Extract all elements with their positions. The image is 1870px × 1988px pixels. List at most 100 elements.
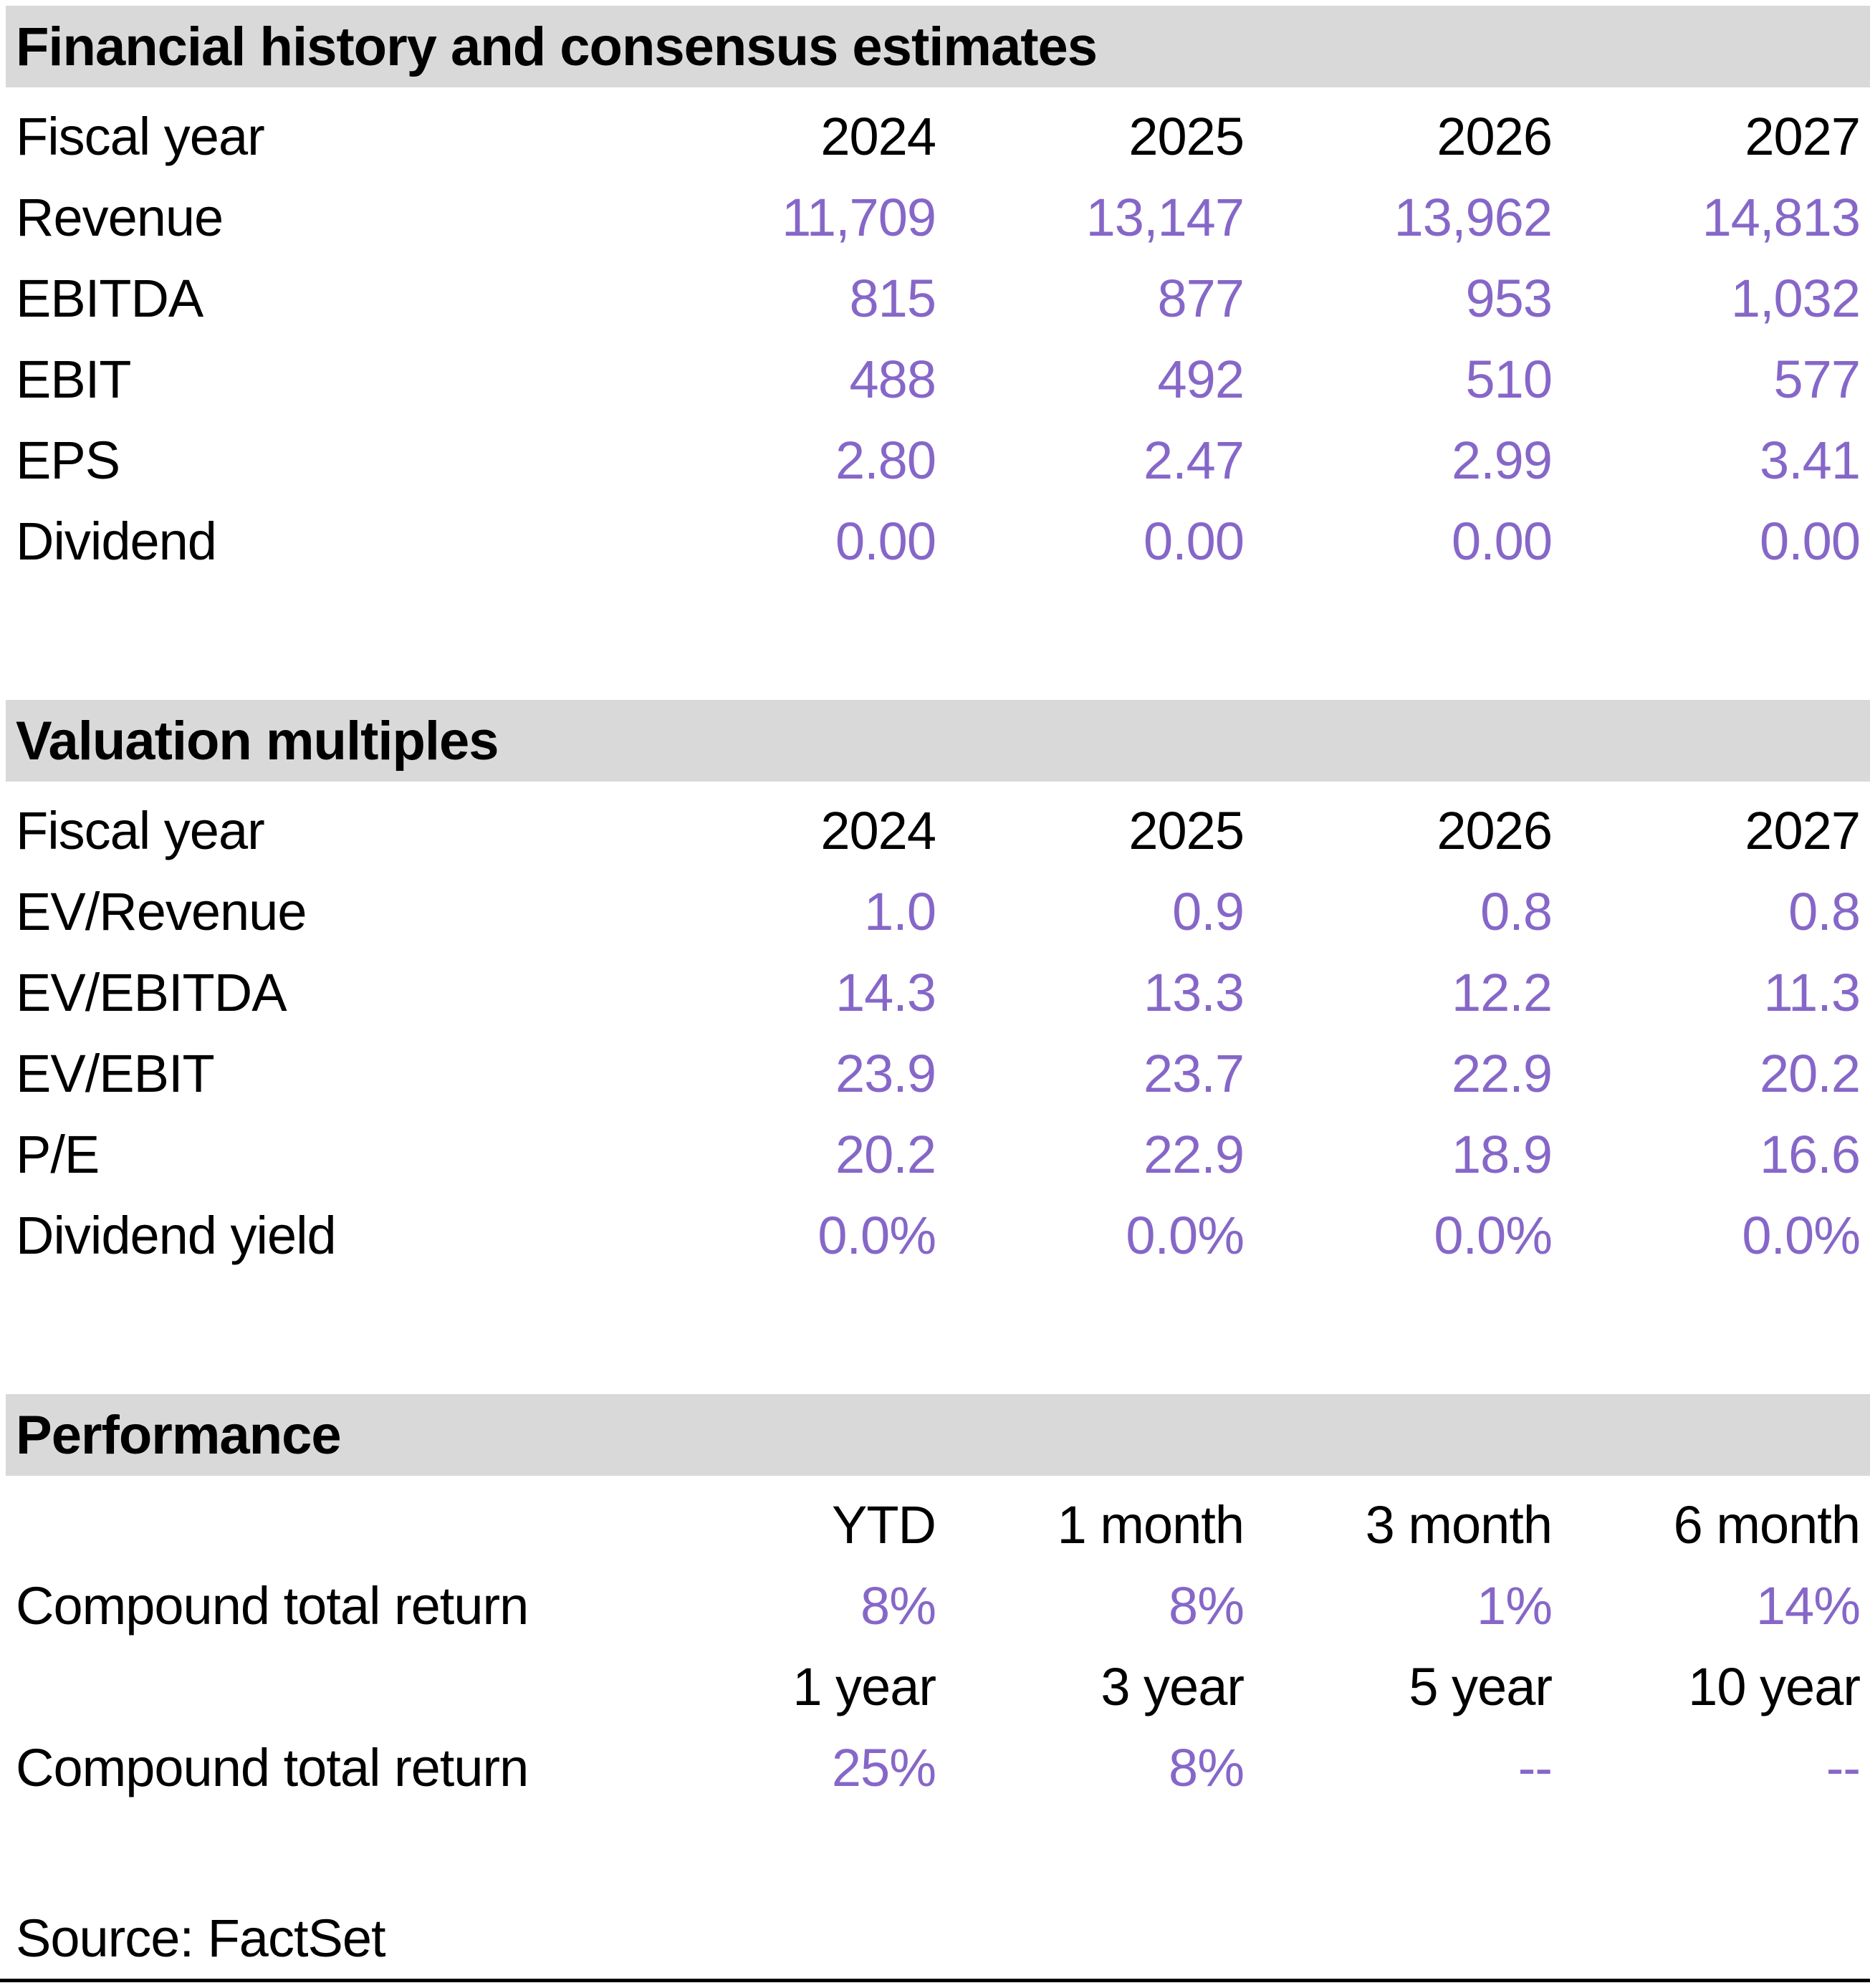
cell-value: 492 bbox=[1157, 350, 1245, 409]
row-label: Compound total return bbox=[16, 1576, 529, 1636]
table-row-compound-total-return-long: Compound total return 25% 8% -- -- bbox=[0, 1727, 1870, 1808]
cell-value: 18.9 bbox=[1451, 1125, 1553, 1184]
row-label: Dividend yield bbox=[16, 1206, 337, 1265]
cell-value: 8% bbox=[1169, 1738, 1245, 1797]
section-header-valuation-multiples: Valuation multiples bbox=[6, 700, 1870, 782]
cell-value: -- bbox=[1517, 1738, 1553, 1797]
cell-value: 11.3 bbox=[1763, 963, 1861, 1022]
row-label: Fiscal year bbox=[16, 107, 265, 166]
row-label: EV/EBITDA bbox=[16, 963, 287, 1022]
period-col-header: 1 year bbox=[792, 1657, 936, 1716]
source-note: Source: FactSet bbox=[0, 1898, 1870, 1979]
cell-value: 0.8 bbox=[1788, 882, 1861, 941]
cell-value: 14,813 bbox=[1702, 188, 1861, 247]
cell-value: 0.00 bbox=[1451, 512, 1553, 571]
performance-table: YTD 1 month 3 month 6 month Compound tot… bbox=[0, 1484, 1870, 1808]
cell-value: 877 bbox=[1157, 269, 1245, 328]
section-title: Financial history and consensus estimate… bbox=[16, 16, 1098, 77]
table-row-ebitda: EBITDA 815 877 953 1,032 bbox=[0, 258, 1870, 339]
fiscal-year-header-row: Fiscal year 2024 2025 2026 2027 bbox=[0, 790, 1870, 871]
cell-value: 2.47 bbox=[1143, 431, 1245, 490]
table-row-dividend-yield: Dividend yield 0.0% 0.0% 0.0% 0.0% bbox=[0, 1195, 1870, 1276]
cell-value: 11,709 bbox=[782, 188, 936, 247]
year-col-header: 2027 bbox=[1745, 107, 1861, 166]
row-label: P/E bbox=[16, 1125, 100, 1184]
cell-value: 14% bbox=[1755, 1576, 1861, 1636]
section-header-financial-history: Financial history and consensus estimate… bbox=[6, 6, 1870, 87]
period-header-row-short-term: YTD 1 month 3 month 6 month bbox=[0, 1484, 1870, 1565]
cell-value: 8% bbox=[860, 1576, 936, 1636]
cell-value: 0.0% bbox=[1434, 1206, 1553, 1265]
cell-value: 13,147 bbox=[1085, 188, 1245, 247]
table-row-dividend: Dividend 0.00 0.00 0.00 0.00 bbox=[0, 501, 1870, 582]
period-col-header: YTD bbox=[832, 1495, 936, 1555]
cell-value: 13,962 bbox=[1394, 188, 1553, 247]
table-row-eps: EPS 2.80 2.47 2.99 3.41 bbox=[0, 420, 1870, 501]
cell-value: 23.7 bbox=[1143, 1044, 1245, 1103]
period-header-row-long-term: 1 year 3 year 5 year 10 year bbox=[0, 1646, 1870, 1727]
table-row-ebit: EBIT 488 492 510 577 bbox=[0, 339, 1870, 420]
year-col-header: 2027 bbox=[1745, 801, 1861, 860]
row-label: Dividend bbox=[16, 512, 217, 571]
cell-value: 1% bbox=[1477, 1576, 1553, 1636]
cell-value: 16.6 bbox=[1759, 1125, 1861, 1184]
cell-value: 3.41 bbox=[1759, 431, 1861, 490]
cell-value: 815 bbox=[849, 269, 936, 328]
row-label: Revenue bbox=[16, 188, 224, 247]
section-title: Valuation multiples bbox=[16, 710, 499, 772]
cell-value: 0.0% bbox=[1742, 1206, 1861, 1265]
cell-value: 0.00 bbox=[1143, 512, 1245, 571]
period-col-header: 1 month bbox=[1057, 1495, 1245, 1555]
cell-value: 510 bbox=[1465, 350, 1553, 409]
table-row-pe: P/E 20.2 22.9 18.9 16.6 bbox=[0, 1114, 1870, 1195]
year-col-header: 2025 bbox=[1128, 107, 1245, 166]
valuation-multiples-table: Fiscal year 2024 2025 2026 2027 EV/Reven… bbox=[0, 790, 1870, 1276]
cell-value: 577 bbox=[1773, 350, 1861, 409]
row-label: EPS bbox=[16, 431, 120, 490]
year-col-header: 2024 bbox=[820, 107, 936, 166]
section-header-performance: Performance bbox=[6, 1394, 1870, 1476]
year-col-header: 2025 bbox=[1128, 801, 1245, 860]
cell-value: -- bbox=[1826, 1738, 1861, 1797]
table-row-ev-ebit: EV/EBIT 23.9 23.7 22.9 20.2 bbox=[0, 1033, 1870, 1114]
cell-value: 20.2 bbox=[1759, 1044, 1861, 1103]
cell-value: 2.80 bbox=[835, 431, 936, 490]
source-text: Source: FactSet bbox=[16, 1908, 386, 1968]
table-row-ev-revenue: EV/Revenue 1.0 0.9 0.8 0.8 bbox=[0, 871, 1870, 952]
cell-value: 0.0% bbox=[817, 1206, 936, 1265]
period-col-header: 3 month bbox=[1365, 1495, 1553, 1555]
row-label: Fiscal year bbox=[16, 801, 265, 860]
row-label: EV/Revenue bbox=[16, 882, 307, 941]
year-col-header: 2026 bbox=[1437, 107, 1553, 166]
year-col-header: 2026 bbox=[1437, 801, 1553, 860]
cell-value: 0.00 bbox=[835, 512, 936, 571]
financial-history-table: Fiscal year 2024 2025 2026 2027 Revenue … bbox=[0, 96, 1870, 582]
cell-value: 13.3 bbox=[1143, 963, 1245, 1022]
row-label: Compound total return bbox=[16, 1738, 529, 1797]
year-col-header: 2024 bbox=[820, 801, 936, 860]
cell-value: 2.99 bbox=[1451, 431, 1553, 490]
cell-value: 0.0% bbox=[1126, 1206, 1245, 1265]
section-title: Performance bbox=[16, 1404, 342, 1466]
row-label: EBIT bbox=[16, 350, 131, 409]
cell-value: 8% bbox=[1169, 1576, 1245, 1636]
table-row-ev-ebitda: EV/EBITDA 14.3 13.3 12.2 11.3 bbox=[0, 952, 1870, 1033]
period-col-header: 5 year bbox=[1409, 1657, 1553, 1716]
cell-value: 22.9 bbox=[1143, 1125, 1245, 1184]
table-row-compound-total-return-short: Compound total return 8% 8% 1% 14% bbox=[0, 1565, 1870, 1646]
cell-value: 12.2 bbox=[1451, 963, 1553, 1022]
fiscal-year-header-row: Fiscal year 2024 2025 2026 2027 bbox=[0, 96, 1870, 177]
cell-value: 23.9 bbox=[835, 1044, 936, 1103]
cell-value: 488 bbox=[849, 350, 936, 409]
cell-value: 1,032 bbox=[1730, 269, 1861, 328]
cell-value: 1.0 bbox=[864, 882, 936, 941]
bottom-rule bbox=[0, 1979, 1870, 1982]
period-col-header: 3 year bbox=[1101, 1657, 1245, 1716]
cell-value: 20.2 bbox=[835, 1125, 936, 1184]
period-col-header: 10 year bbox=[1688, 1657, 1861, 1716]
cell-value: 953 bbox=[1465, 269, 1553, 328]
cell-value: 0.8 bbox=[1480, 882, 1553, 941]
cell-value: 22.9 bbox=[1451, 1044, 1553, 1103]
period-col-header: 6 month bbox=[1673, 1495, 1861, 1555]
